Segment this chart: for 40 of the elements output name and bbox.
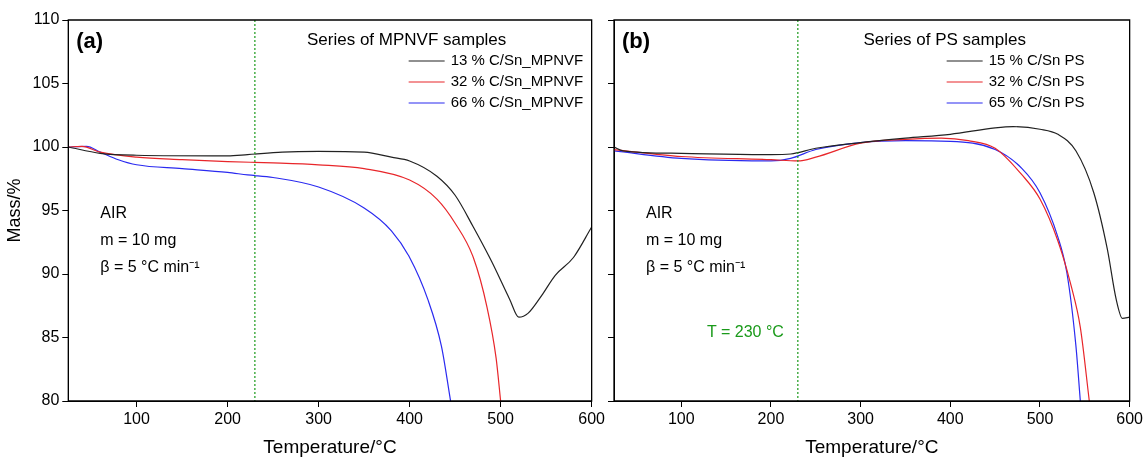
chart-title: (a) [76,28,104,54]
legend-label: 32 % C/Sn_MPNVF [450,72,584,90]
ref-line-label: T = 230 °C [707,322,784,340]
y-tick-label: 85 [41,327,60,345]
x-tick-label: 300 [847,410,875,428]
annotation: m = 10 mg [100,231,177,249]
annotation: β = 5 °C min⁻¹ [646,258,746,276]
x-tick-label: 500 [487,410,515,428]
x-tick-label: 400 [936,410,964,428]
x-tick-label: 500 [1026,410,1054,428]
y-tick-label: 95 [41,200,60,218]
legend-title: Series of MPNVF samples [306,29,507,49]
legend-label: 65 % C/Sn PS [988,93,1085,111]
annotation: AIR [646,204,673,222]
x-tick-label: 200 [757,410,785,428]
x-axis-title: Temperature/°C [805,435,939,457]
x-tick-label: 100 [123,410,150,428]
x-tick-label: 600 [1116,410,1144,428]
x-tick-label: 600 [578,410,606,428]
y-tick-label: 90 [41,264,60,282]
legend-label: 32 % C/Sn PS [988,72,1085,90]
line-series [68,146,592,318]
annotation: m = 10 mg [646,231,723,249]
x-tick-label: 300 [305,410,333,428]
annotation: β = 5 °C min⁻¹ [100,258,200,276]
chart-title: (b) [622,28,651,54]
x-axis-title: Temperature/°C [263,435,397,457]
legend-title: Series of PS samples [863,29,1026,49]
annotation: AIR [100,204,127,222]
legend-label: 66 % C/Sn_MPNVF [450,93,584,111]
y-tick-label: 110 [33,10,60,28]
legend-label: 15 % C/Sn PS [988,51,1085,69]
y-tick-label: 105 [32,73,60,91]
y-tick-label: 80 [41,391,60,409]
x-tick-label: 200 [214,410,242,428]
legend-label: 13 % C/Sn_MPNVF [450,51,584,69]
y-tick-label: 100 [32,137,60,155]
y-axis-title: Mass/% [3,178,24,243]
x-tick-label: 400 [396,410,424,428]
x-tick-label: 100 [667,410,695,428]
